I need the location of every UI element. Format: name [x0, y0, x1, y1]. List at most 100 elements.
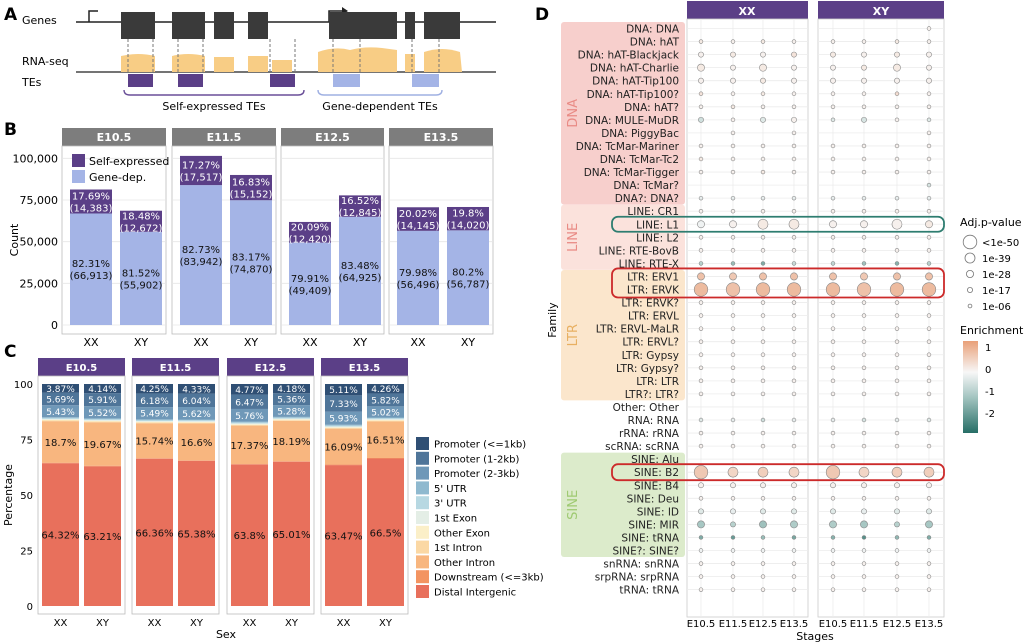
promoter3-label: 5.76%: [235, 412, 264, 422]
enrichment-dot: [791, 209, 797, 214]
enrichment-dot: [791, 496, 797, 501]
family-label: LTR: ERVK?: [621, 298, 679, 310]
bar-segment: [178, 421, 215, 422]
bar-segment: [84, 418, 121, 420]
x-tick-label: XX: [54, 618, 68, 629]
distal-label: 63.8%: [234, 531, 266, 542]
bar-segment: [273, 419, 310, 421]
enrichment-dot: [830, 156, 836, 162]
distal-label: 64.32%: [41, 531, 79, 542]
enrichment-dot: [894, 326, 900, 331]
enrichment-dot: [861, 169, 867, 175]
family-label: DNA: TcMar-Tc2: [600, 154, 679, 166]
enrichment-dot: [791, 130, 797, 136]
legend-label: Promoter (2-3kb): [434, 469, 519, 480]
bar-segment: [136, 384, 173, 394]
enrichment-dot: [698, 143, 704, 149]
intron-label: 18.7%: [45, 438, 77, 449]
enrichment-dot: [760, 326, 766, 331]
bar-segment: [325, 395, 362, 412]
enrichment-dot: [730, 51, 736, 58]
legend-label-self: Self-expressed: [89, 155, 169, 168]
enrichment-dot: [791, 195, 797, 201]
enrichment-dot: [860, 272, 868, 281]
bar-segment: [42, 417, 79, 418]
bar-segment: [136, 419, 173, 421]
enrichment-dot: [730, 248, 736, 253]
promoter3-label: 5.62%: [182, 410, 211, 420]
enrichment-dot: [894, 51, 900, 58]
te-gene-box: [412, 74, 439, 87]
enrichment-dot: [894, 443, 900, 449]
legend-swatch: [416, 540, 429, 554]
enrichment-dot: [698, 548, 704, 553]
enrichment-dot: [830, 378, 836, 384]
exon: [405, 12, 415, 39]
family-label: LTR?: LTR?: [625, 389, 679, 401]
gene-label: (56,496): [397, 280, 440, 291]
legend-label: Downstream (<=3kb): [434, 573, 544, 584]
enrichment-dot: [926, 482, 932, 489]
coverage: [214, 57, 234, 72]
enrichment-dot: [760, 339, 766, 344]
legend-swatch: [416, 496, 429, 510]
enrichment-dot: [760, 535, 766, 540]
enrichment-dot: [760, 195, 766, 201]
self-label: 17.69%: [72, 191, 110, 202]
enrichment-dot: [894, 496, 900, 501]
self-label: 19.8%: [452, 209, 484, 220]
highlight-l1: [611, 215, 945, 233]
bar-segment: [178, 420, 215, 422]
enrichment-dot: [760, 300, 766, 305]
tes-track-label: TEs: [21, 76, 42, 89]
bar-segment: [325, 464, 362, 466]
enrichment-dot: [698, 417, 704, 423]
enrichment-dot: [697, 272, 705, 281]
bar-segment: [178, 419, 215, 421]
family-label: DNA: MULE-MuDR: [585, 115, 679, 127]
enrichment-dot: [760, 248, 766, 253]
enrichment-dot: [861, 248, 867, 253]
enrichment-dot: [894, 561, 900, 566]
enrichment-dot: [760, 91, 766, 96]
promoter2-label: 5.69%: [46, 395, 75, 405]
enrichment-dot: [830, 352, 836, 357]
enrichment-dot: [786, 282, 802, 297]
enrichment-dot: [825, 465, 841, 480]
enrichment-dot: [730, 496, 736, 501]
enrichment-dot: [757, 218, 769, 230]
legend-swatch: [416, 555, 429, 569]
exon: [248, 12, 268, 39]
x-tick-label: XY: [285, 618, 299, 629]
enrichment-dot: [730, 378, 736, 384]
enrichment-dot: [698, 482, 704, 489]
x-tick-label: XY: [353, 336, 368, 349]
bar-gene-dep: [120, 231, 162, 325]
gene-label: 81.52%: [122, 268, 160, 279]
enrichment-dot: [760, 116, 766, 123]
bar-segment: [231, 422, 268, 424]
enrichment-dot: [894, 535, 900, 540]
enrichment-dot: [861, 482, 867, 489]
enrichment-dot: [730, 521, 736, 528]
enrichment-dot: [861, 535, 867, 540]
enrichment-dot: [830, 548, 836, 553]
enrichment-dot: [926, 508, 932, 515]
enrichment-dot: [698, 378, 704, 384]
enrichment-dot: [926, 574, 932, 579]
enrichment-dot: [698, 116, 704, 123]
bar-segment: [231, 423, 268, 425]
enrichment-dot: [791, 143, 797, 149]
enrichment-dot: [926, 39, 932, 44]
enrichment-dot: [730, 561, 736, 566]
enrichment-dot: [791, 378, 797, 384]
x-tick-label: XX: [302, 336, 318, 349]
intron-label: 16.6%: [181, 438, 213, 449]
bar-segment: [325, 384, 362, 396]
exon: [214, 12, 234, 39]
enrichment-dot: [760, 417, 766, 423]
enrichment-dot: [791, 548, 797, 553]
enrichment-dot: [730, 91, 736, 96]
legend-label: Distal Intergenic: [434, 588, 516, 599]
enrichment-dot: [861, 574, 867, 579]
